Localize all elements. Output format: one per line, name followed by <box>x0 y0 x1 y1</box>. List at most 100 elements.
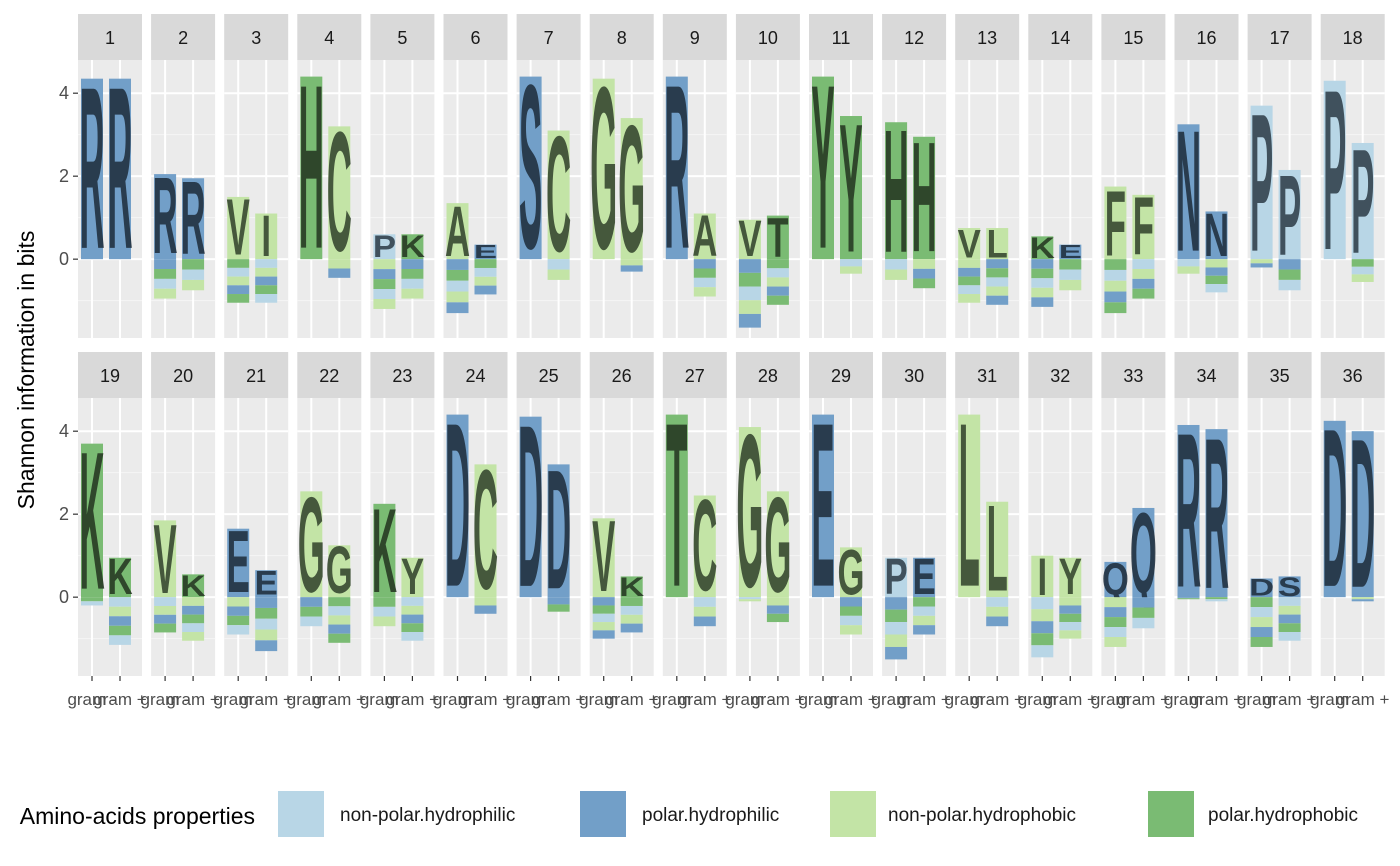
logo-bar: E <box>255 565 278 652</box>
logo-bar-negative-segment <box>154 278 177 289</box>
y-tick-label: 2 <box>59 504 69 524</box>
logo-bar-negative-segment <box>620 605 643 615</box>
logo-bar: Y <box>839 85 862 291</box>
logo-bar-negative-segment <box>913 615 936 626</box>
logo-bar-positive <box>446 203 469 260</box>
y-axis: 0 2 4 <box>59 421 78 607</box>
logo-bar-negative-segment <box>1104 291 1127 303</box>
logo-bar-negative-segment <box>1132 278 1155 289</box>
logo-bar-negative-segment <box>547 604 570 612</box>
x-tick-label: gram + <box>386 690 439 709</box>
logo-bar: P <box>1323 42 1346 298</box>
facet-panel-15: 15 F F <box>1101 14 1166 338</box>
logo-letter: T <box>666 376 687 636</box>
logo-bar-positive <box>913 136 936 260</box>
logo-bar: L <box>986 481 1009 627</box>
logo-letter: C <box>473 436 498 626</box>
logo-bar-positive <box>373 503 396 598</box>
logo-bar-negative-segment <box>1351 274 1374 282</box>
facet-strip-label: 23 <box>392 366 412 386</box>
legend-swatch <box>1148 791 1194 837</box>
logo-bar: S <box>519 38 542 298</box>
y-tick-label: 2 <box>59 166 69 186</box>
logo-bar-negative-segment <box>1132 617 1155 629</box>
logo-bar-negative-segment <box>1177 598 1200 600</box>
logo-bar-positive <box>474 244 497 260</box>
logo-bar-positive <box>1104 186 1127 260</box>
legend-swatch <box>278 791 324 837</box>
logo-bar-positive <box>255 213 278 260</box>
logo-bar-negative-segment <box>1059 259 1082 270</box>
facet-strip-label: 13 <box>977 28 997 48</box>
logo-bar-positive <box>738 427 761 598</box>
logo-bar-positive <box>300 76 323 260</box>
logo-bar-negative-segment <box>1059 613 1082 623</box>
x-tick-label: gram - <box>1164 690 1213 709</box>
logo-bar-negative-segment <box>1278 605 1301 615</box>
logo-bar-negative-segment <box>885 597 908 610</box>
x-tick-label: gram - <box>214 690 263 709</box>
logo-bar: C <box>692 474 717 627</box>
logo-bar-negative-segment <box>1278 632 1301 641</box>
facet-strip <box>297 352 362 398</box>
logo-bar-negative-segment <box>401 278 424 289</box>
logo-letter: D <box>1350 396 1375 633</box>
logo-bar: D <box>546 436 571 626</box>
logo-bar-negative-segment <box>958 267 981 277</box>
logo-bar-negative-segment <box>446 291 469 303</box>
logo-bar-negative-segment <box>620 597 643 606</box>
logo-bar: K <box>1030 231 1055 307</box>
x-tick-label: gram - <box>506 690 555 709</box>
logo-letter: K <box>1030 231 1055 264</box>
facet-panel-22: 22 G G <box>297 352 362 676</box>
x-tick-label: gram + <box>897 690 950 709</box>
logo-bar-negative-segment <box>401 259 424 270</box>
logo-bar-positive <box>401 557 424 598</box>
logo-bar: E <box>811 376 834 636</box>
logo-letter: P <box>1250 72 1273 292</box>
x-tick-label: gram - <box>1018 690 1067 709</box>
logo-bar-negative-segment <box>1059 630 1082 639</box>
logo-letter: D <box>1322 383 1347 635</box>
logo-bar-negative-segment <box>986 606 1009 617</box>
facet-panel-12: 12 H H <box>882 14 947 338</box>
logo-bar-negative-segment <box>547 597 570 605</box>
logo-bar-negative-segment <box>182 605 205 615</box>
legend-swatch <box>830 791 876 837</box>
facet-strip <box>516 352 581 398</box>
logo-bar: N <box>1204 201 1229 293</box>
facet-strip-label: 35 <box>1270 366 1290 386</box>
logo-bar-negative-segment <box>1104 607 1127 618</box>
logo-bar-positive <box>665 414 688 598</box>
logo-bar-negative-segment <box>1278 614 1301 624</box>
facet-strip <box>809 14 873 60</box>
logo-letter: H <box>884 92 909 289</box>
logo-bar-negative-segment <box>154 597 177 606</box>
facet-strip-label: 21 <box>246 366 266 386</box>
logo-bar-negative-segment <box>840 615 862 626</box>
logo-bar-negative-segment <box>547 269 570 280</box>
logo-bar: V <box>154 503 177 633</box>
logo-bar-positive <box>81 443 103 598</box>
logo-bar-negative-segment <box>986 268 1009 278</box>
logo-bar-positive <box>519 416 542 598</box>
logo-bar-positive <box>227 528 250 598</box>
logo-bar-negative-segment <box>738 286 761 301</box>
facet-panel-21: 21 E E <box>224 352 289 676</box>
logo-bar-negative-segment <box>182 623 205 633</box>
logo-bar-positive <box>958 414 981 598</box>
logo-bar-negative-segment <box>182 614 205 624</box>
logo-bar-negative-segment <box>1132 269 1155 279</box>
logo-bar-negative-segment <box>373 606 396 617</box>
logo-bar-negative-segment <box>1059 597 1082 606</box>
logo-letter: P <box>885 549 908 605</box>
logo-bar-positive <box>182 574 205 598</box>
logo-bar-negative-segment <box>182 279 205 291</box>
logo-bar: G <box>590 40 617 299</box>
logo-bar-negative-segment <box>1104 259 1127 270</box>
legend-label: non-polar.hydrophobic <box>888 805 1076 826</box>
logo-bar-positive <box>255 570 278 598</box>
x-tick-label: gram - <box>652 690 701 709</box>
logo-letter: V <box>958 221 981 266</box>
